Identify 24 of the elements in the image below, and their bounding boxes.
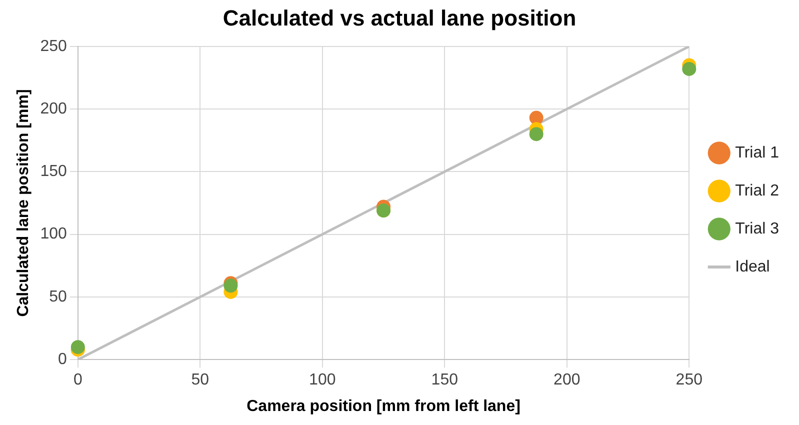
x-tick-label: 250 — [676, 372, 703, 389]
chart-title: Calculated vs actual lane position — [222, 5, 576, 30]
point — [224, 278, 238, 293]
y-tick-label: 100 — [40, 226, 67, 243]
legend-label: Ideal — [735, 258, 770, 276]
y-tick-label: 0 — [58, 351, 67, 368]
legend-label: Trial 2 — [735, 182, 780, 200]
y-tick-label: 150 — [40, 163, 67, 180]
point — [682, 62, 696, 76]
y-tick-label: 200 — [40, 100, 67, 118]
legend-label: Trial 1 — [735, 144, 780, 162]
point — [529, 110, 544, 125]
point — [529, 127, 544, 142]
y-tick-label: 250 — [40, 38, 67, 55]
y-tick-label: 50 — [49, 288, 67, 306]
x-tick-label: 100 — [309, 372, 336, 389]
x-tick-label: 200 — [554, 372, 580, 389]
legend-label: Trial 3 — [735, 220, 780, 238]
x-tick-label: 150 — [431, 372, 458, 389]
point — [70, 340, 85, 354]
y-axis-title: Calculated lane position [mm] — [15, 89, 32, 317]
x-axis-title: Camera position [mm from left lane] — [246, 398, 520, 415]
x-tick-label: 50 — [191, 372, 210, 389]
x-tick-label: 0 — [73, 372, 82, 389]
